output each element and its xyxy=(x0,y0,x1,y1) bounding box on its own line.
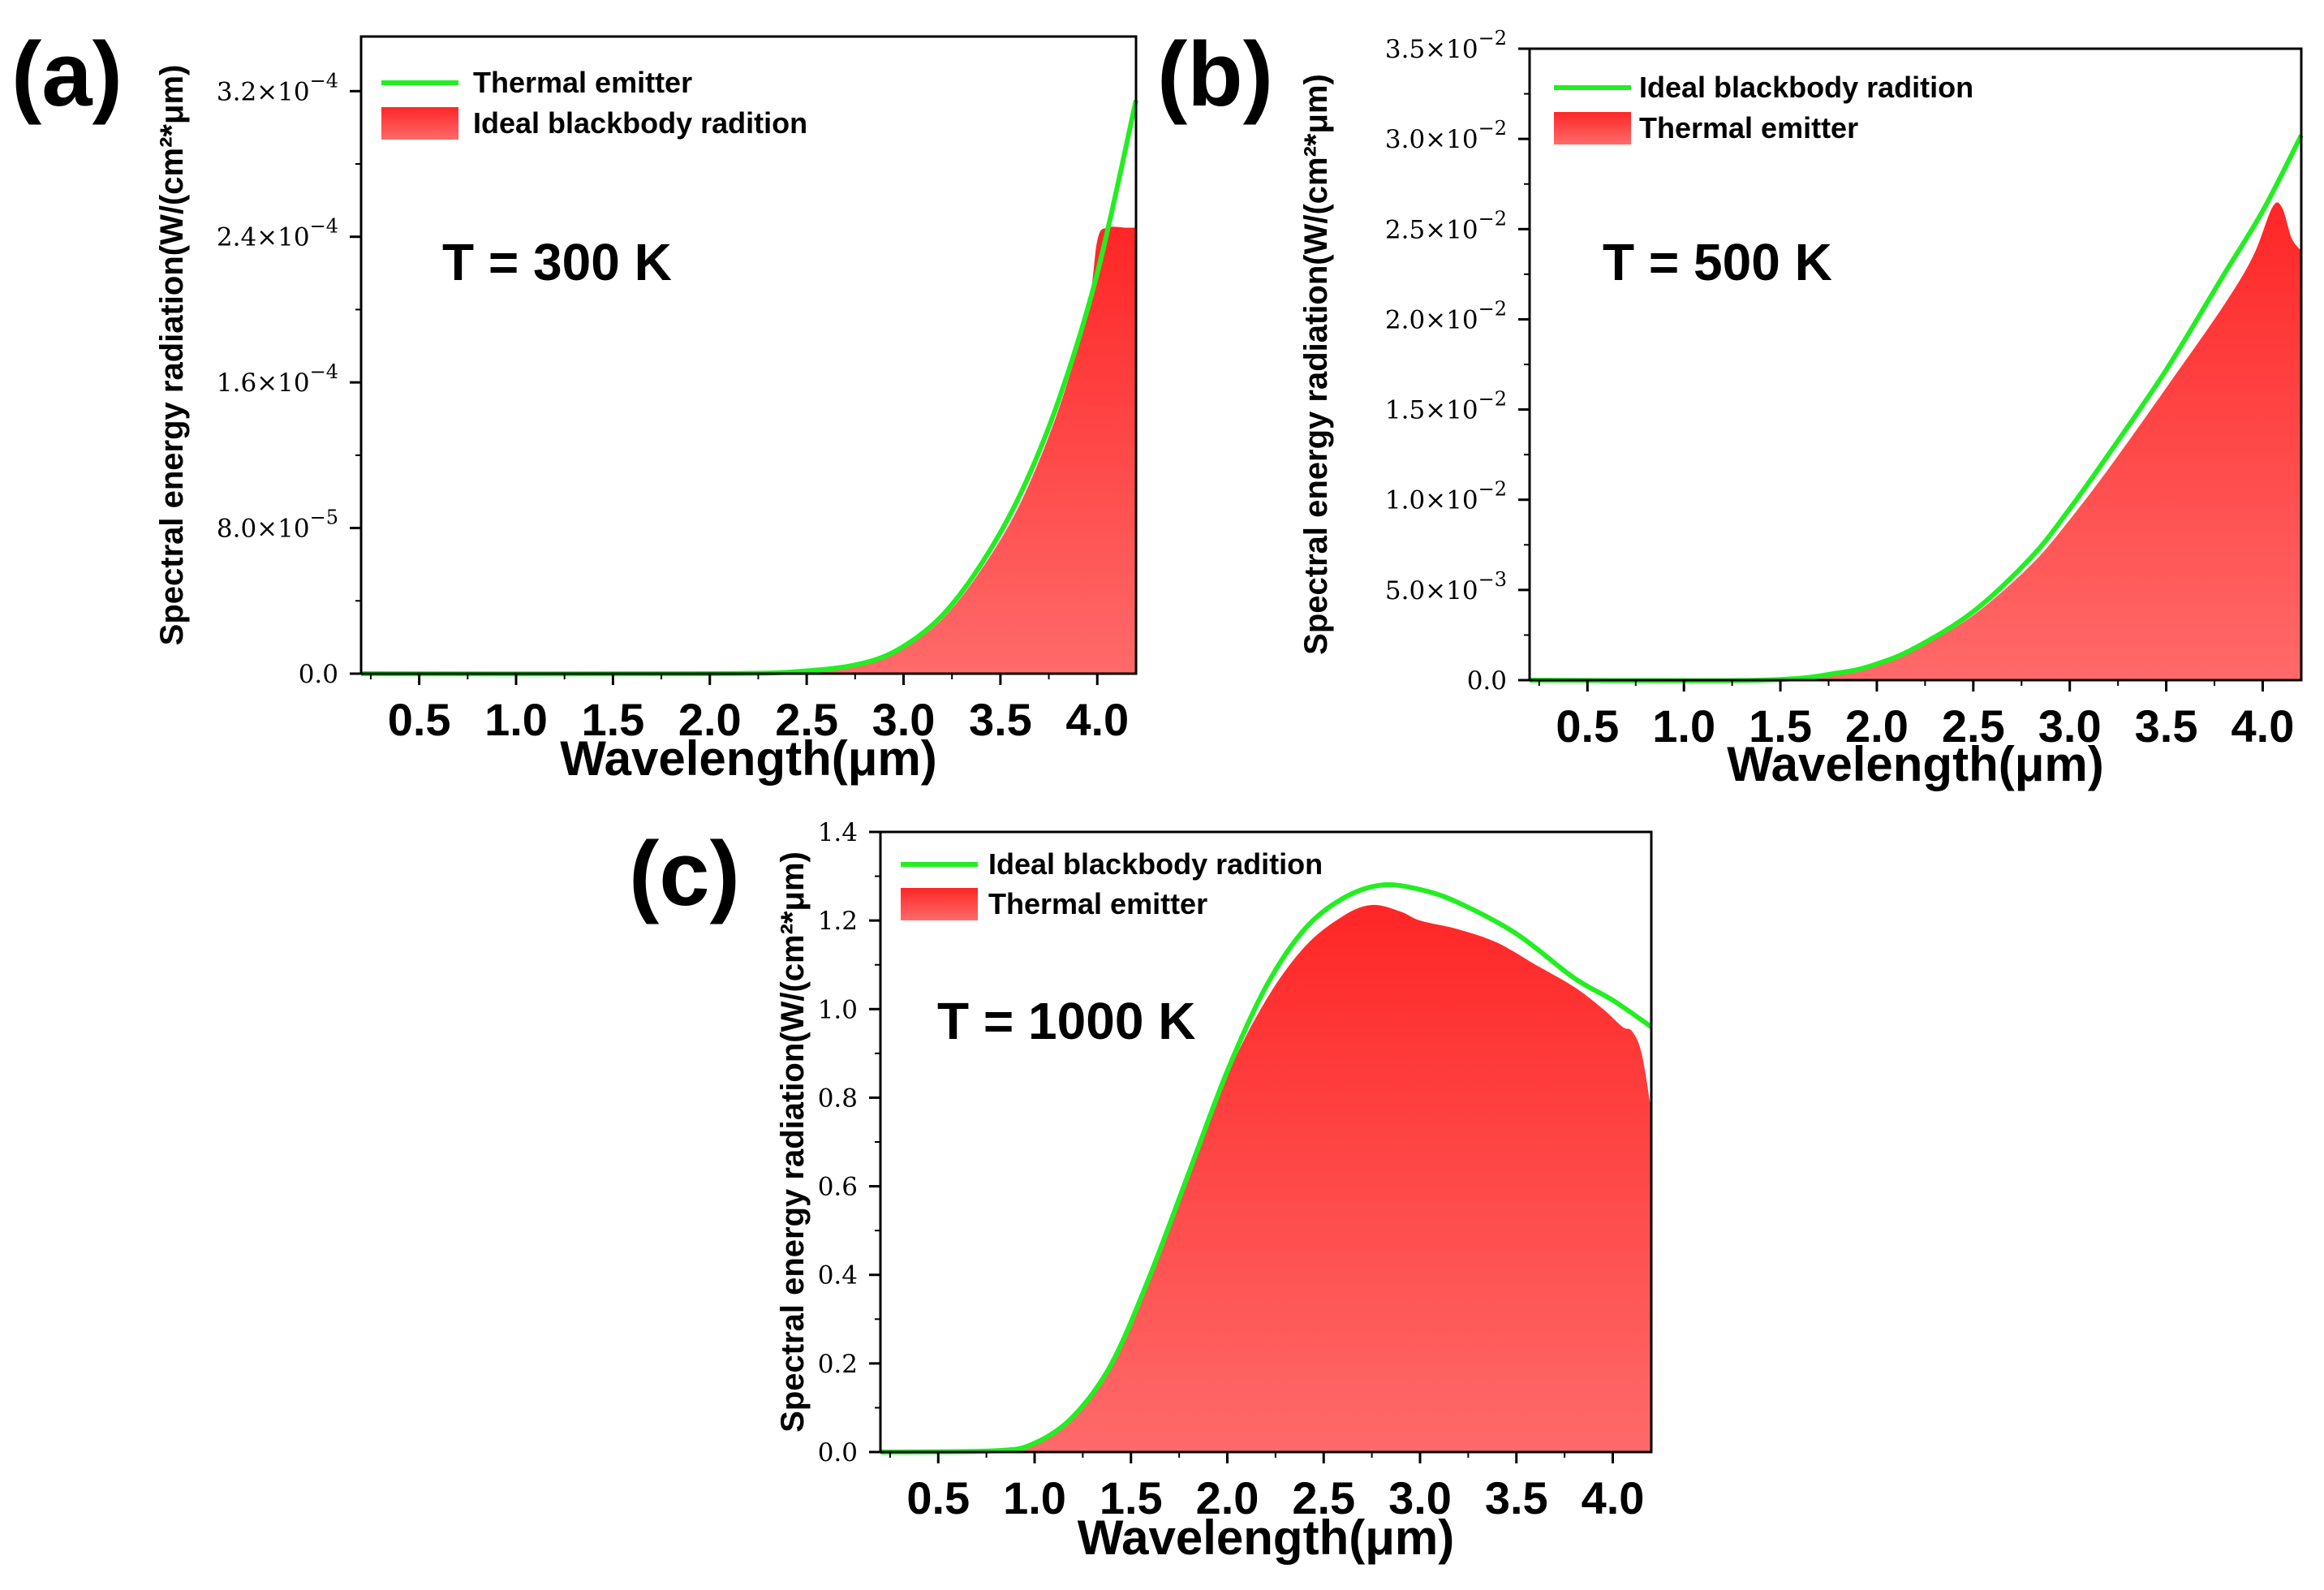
x-tick-label: 3.5 xyxy=(969,694,1032,745)
y-tick-label: 0.0 xyxy=(299,660,338,689)
x-tick-label: 3.5 xyxy=(2135,700,2198,752)
y-tick-label: 1.4 xyxy=(818,818,858,847)
x-tick-label: 2.5 xyxy=(1292,1472,1355,1523)
x-tick-label: 2.5 xyxy=(775,694,838,745)
legend-label: Ideal blackbody radition xyxy=(473,106,807,140)
x-tick-label: 3.0 xyxy=(1388,1472,1452,1523)
x-tick-label: 1.5 xyxy=(1749,700,1812,752)
legend-label: Thermal emitter xyxy=(988,887,1207,920)
chart-panel-b: 0.5 1.0 1.5 2.0 2.5 3.0 3.5 4.0 0.0 5.0×10−3 1.0×1… xyxy=(1152,0,2324,804)
legend-label: Ideal blackbody radition xyxy=(988,847,1323,881)
y-tick-label: 0.0 xyxy=(1467,666,1507,696)
temperature-annotation: T = 1000 K xyxy=(937,992,1195,1050)
x-tick-label: 4.0 xyxy=(1065,694,1129,745)
y-tick-label: 2.0×10−2 xyxy=(1385,297,1507,334)
y-tick-label: 3.2×10−4 xyxy=(217,69,338,106)
x-tick-label: 2.0 xyxy=(1196,1472,1259,1523)
x-tick-label: 4.0 xyxy=(1582,1472,1645,1523)
x-tick-label: 2.0 xyxy=(1845,700,1909,752)
x-tick-label: 3.5 xyxy=(1485,1472,1548,1523)
x-tick-label: 0.5 xyxy=(906,1472,970,1523)
y-axis-title: Spectral energy radiation(W/(cm²*μm) xyxy=(1298,74,1334,655)
emitter-area xyxy=(880,904,1651,1452)
emitter-area xyxy=(361,226,1136,674)
x-tick-label: 0.5 xyxy=(1556,700,1619,752)
plot-frame xyxy=(359,35,1138,675)
y-tick-label: 8.0×10−5 xyxy=(217,506,338,544)
legend-label: Thermal emitter xyxy=(1639,111,1858,144)
x-tick-label: 0.5 xyxy=(388,694,451,745)
x-tick-label: 1.5 xyxy=(1100,1472,1163,1523)
legend-label: Thermal emitter xyxy=(473,66,692,99)
panel-label-c: (c) xyxy=(629,823,740,924)
x-axis-title: Wavelength(μm) xyxy=(1078,1510,1455,1565)
y-tick-label: 1.0 xyxy=(818,995,858,1024)
y-tick-label: 3.0×10−2 xyxy=(1385,117,1507,154)
legend-fill-swatch xyxy=(381,107,458,140)
y-tick-label: 0.6 xyxy=(818,1173,858,1202)
blackbody-line xyxy=(880,882,1653,1454)
x-tick-label: 1.0 xyxy=(1652,700,1715,752)
x-tick-label: 1.5 xyxy=(581,694,644,745)
y-axis-title: Spectral energy radiation(W/(cm²*μm) xyxy=(154,65,190,646)
blackbody-line xyxy=(1529,134,2304,683)
y-tick-label: 1.5×10−2 xyxy=(1385,388,1507,425)
y-tick-label: 0.2 xyxy=(818,1350,858,1379)
x-tick-label: 1.0 xyxy=(484,694,548,745)
y-tick-label: 5.0×10−3 xyxy=(1385,568,1507,605)
x-axis-title: Wavelength(μm) xyxy=(1727,737,2104,791)
y-tick-label: 1.0×10−2 xyxy=(1385,478,1507,515)
y-tick-label: 0.8 xyxy=(818,1084,858,1113)
y-tick-label: 0.4 xyxy=(818,1261,858,1291)
y-tick-label: 0.0 xyxy=(818,1438,858,1467)
legend-fill-swatch xyxy=(901,888,978,920)
chart-c-svg: 0.5 1.0 1.5 2.0 2.5 3.0 3.5 4.0 0.0 0.2 0.4 0.6 0.8 1… xyxy=(775,818,1653,1565)
y-tick-label: 2.5×10−2 xyxy=(1385,207,1507,244)
temperature-annotation: T = 500 K xyxy=(1603,233,1832,291)
legend-fill-swatch xyxy=(1554,112,1631,144)
x-axis-title: Wavelength(μm) xyxy=(560,731,937,786)
panel-label-a: (a) xyxy=(11,24,123,125)
y-tick-label: 1.2 xyxy=(818,907,858,936)
chart-panel-c: 0.5 1.0 1.5 2.0 2.5 3.0 3.5 4.0 0.0 0.2 0.4 0.6 0.8 1… xyxy=(600,799,1737,1590)
legend-label: Ideal blackbody radition xyxy=(1639,71,1973,104)
y-tick-label: 2.4×10−4 xyxy=(217,215,338,252)
temperature-annotation: T = 300 K xyxy=(442,233,672,291)
emitter-area xyxy=(1530,202,2301,681)
chart-a-svg: 0.5 1.0 1.5 2.0 2.5 3.0 3.5 4.0 0.0 8.0×10−5 1.6×1… xyxy=(154,35,1138,786)
x-tick-label: 4.0 xyxy=(2231,700,2295,752)
x-tick-label: 1.0 xyxy=(1003,1472,1066,1523)
y-axis-title: Spectral energy radiation(W/(cm²*μm) xyxy=(775,851,811,1433)
chart-panel-a: 0.5 1.0 1.5 2.0 2.5 3.0 3.5 4.0 0.0 8.0×10−5 1.6×1… xyxy=(0,0,1177,804)
panel-label-b: (b) xyxy=(1157,24,1274,125)
y-tick-label: 1.6×10−4 xyxy=(217,360,338,398)
x-tick-label: 2.0 xyxy=(678,694,742,745)
x-tick-label: 2.5 xyxy=(1942,700,2005,752)
x-tick-label: 3.0 xyxy=(872,694,936,745)
y-tick-label: 3.5×10−2 xyxy=(1385,27,1507,64)
chart-b-svg: 0.5 1.0 1.5 2.0 2.5 3.0 3.5 4.0 0.0 5.0×10−3 1.0×1… xyxy=(1298,27,2304,791)
x-tick-label: 3.0 xyxy=(2038,700,2102,752)
